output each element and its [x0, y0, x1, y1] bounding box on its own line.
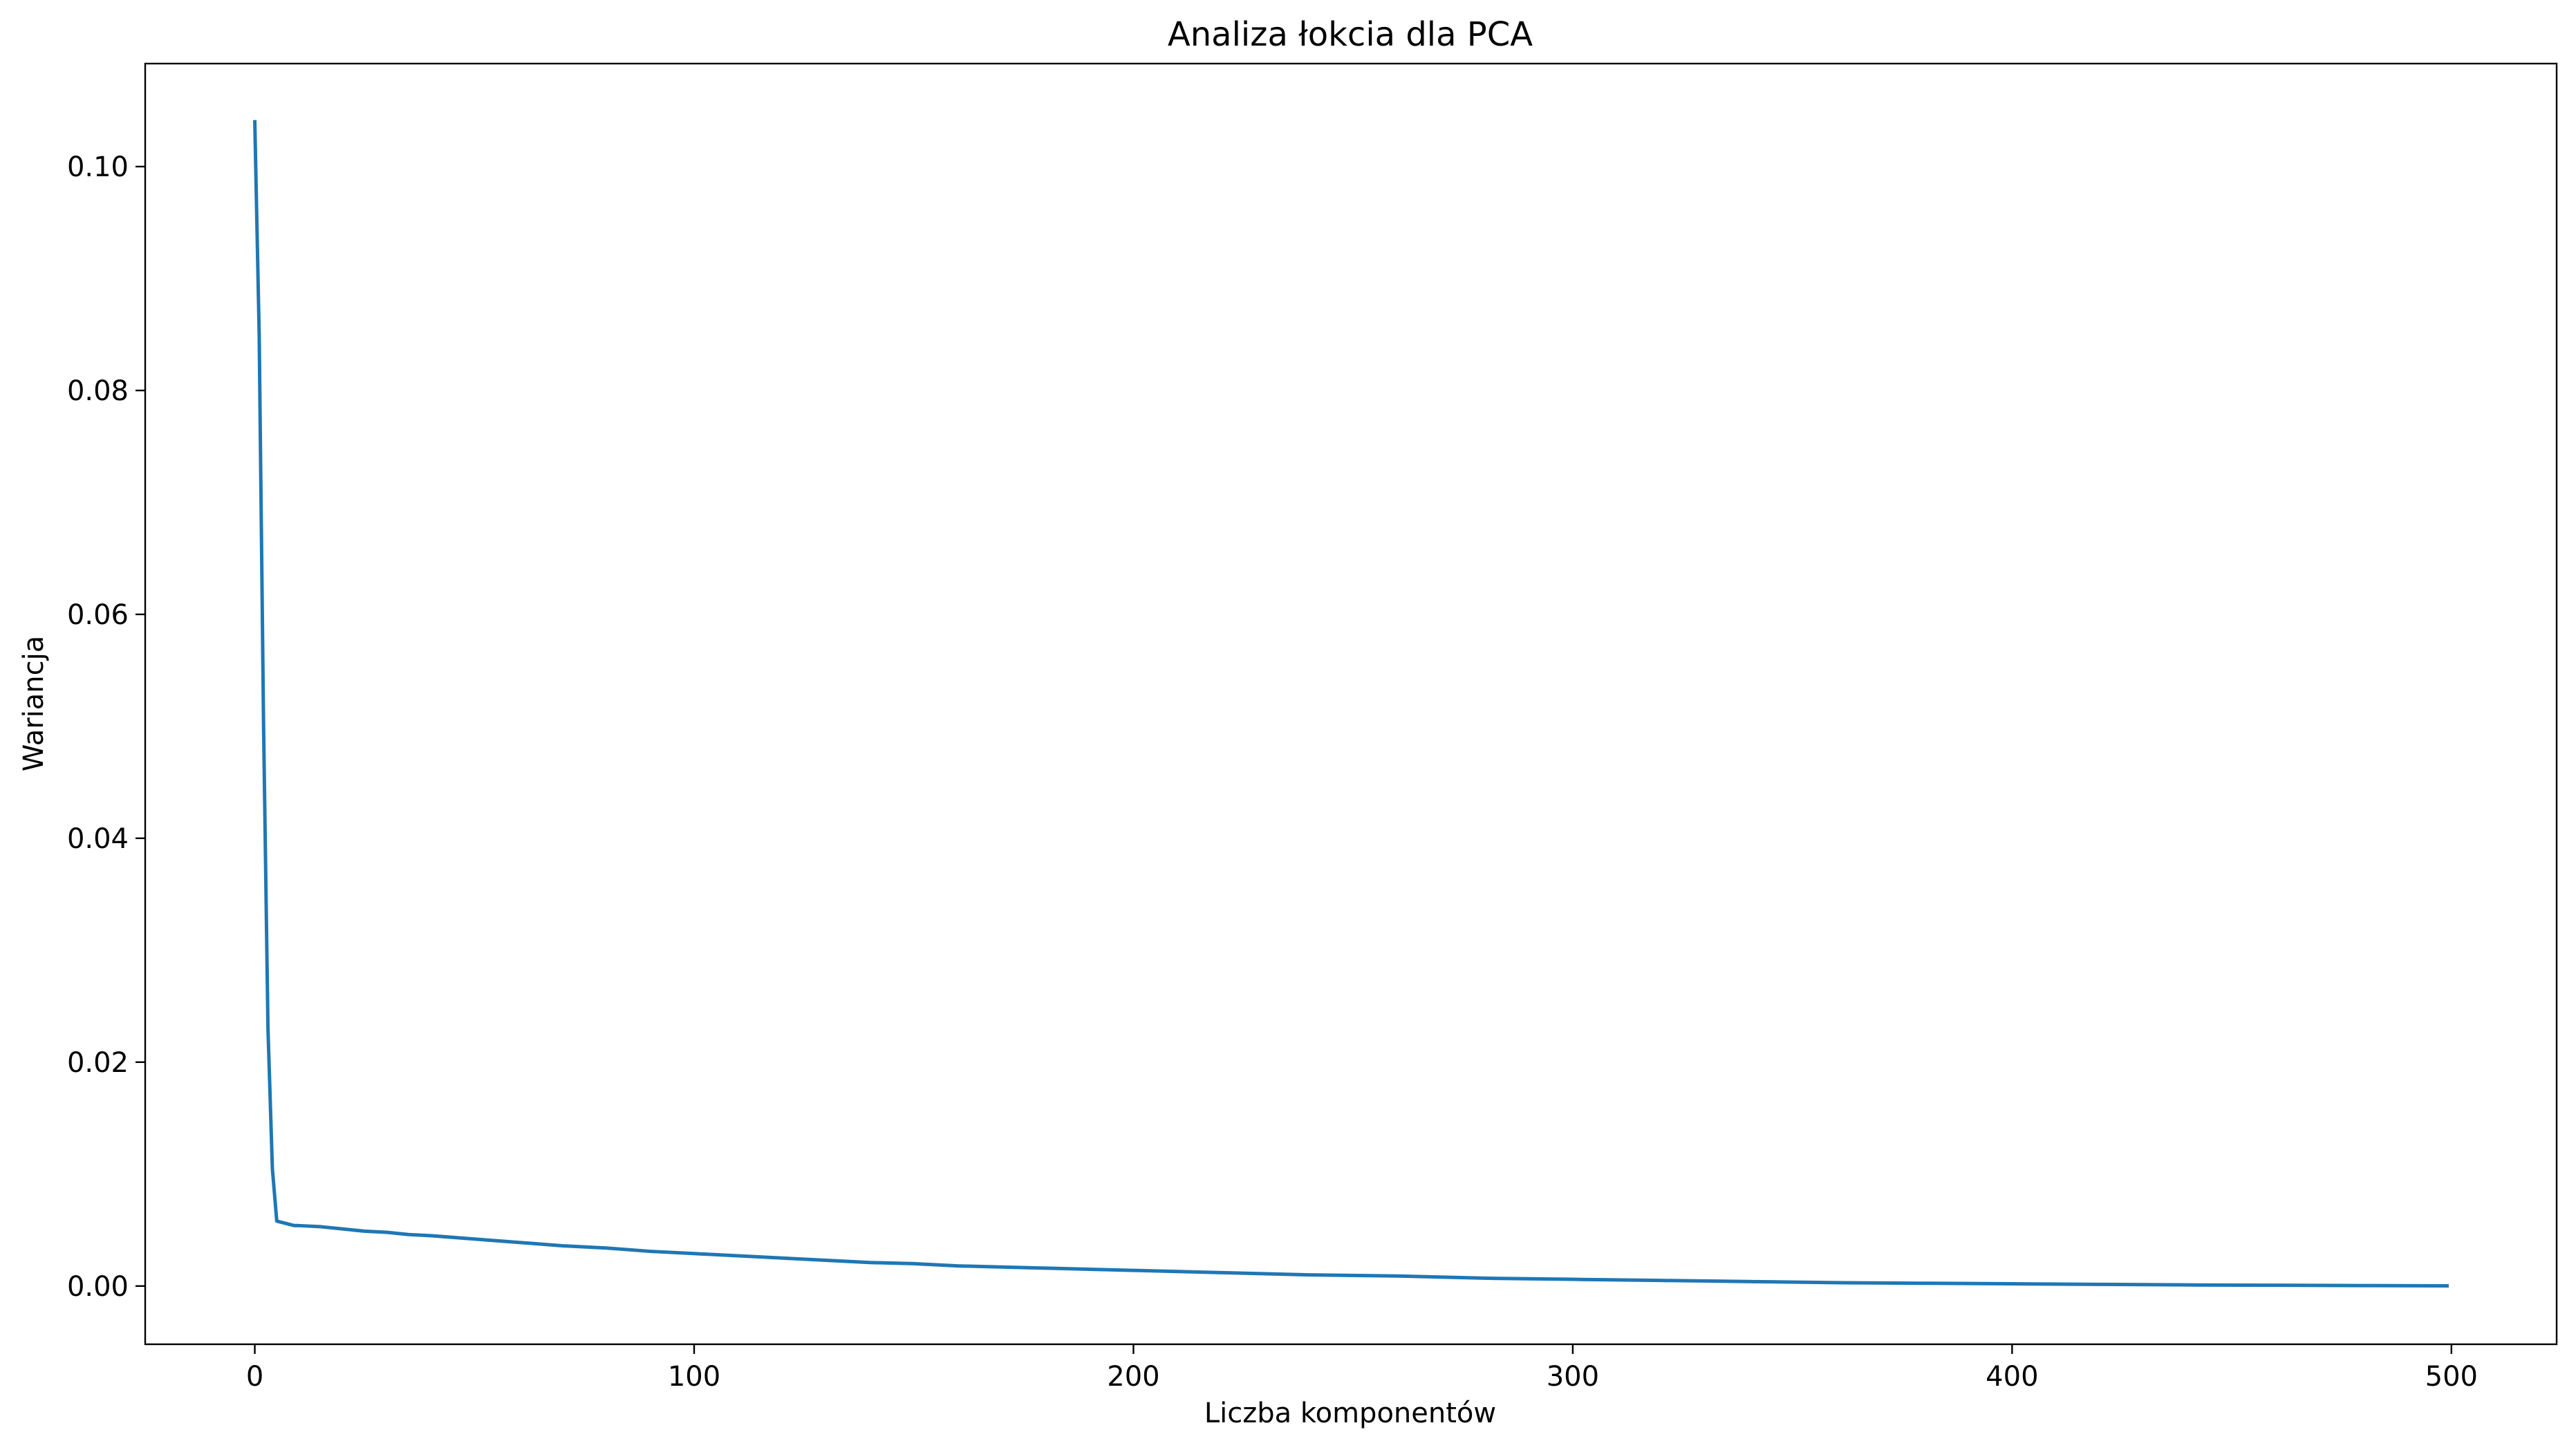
y-axis-label: Wariancja [18, 636, 50, 772]
y-tick-label: 0.08 [67, 375, 129, 407]
chart-title: Analiza łokcia dla PCA [1168, 15, 1533, 54]
x-tick-label: 0 [246, 1361, 263, 1393]
y-tick-label: 0.02 [67, 1047, 129, 1079]
axes-frame [144, 62, 2558, 1346]
x-tick-label: 100 [668, 1361, 720, 1393]
y-tick-label: 0.06 [67, 599, 129, 631]
y-tick-label: 0.04 [67, 823, 129, 855]
x-tick-label: 300 [1547, 1361, 1599, 1393]
x-tick-label: 500 [2425, 1361, 2478, 1393]
y-tick-label: 0.10 [67, 151, 129, 183]
y-axis: 0.00 0.02 0.04 0.06 0.08 0.10 [67, 151, 145, 1303]
x-axis: 0 100 200 300 400 500 [246, 1344, 2478, 1393]
x-axis-label: Liczba komponentów [1204, 1397, 1496, 1429]
series-line [252, 120, 2449, 1288]
plot-area [252, 120, 2449, 1288]
x-tick-label: 400 [1986, 1361, 2038, 1393]
x-tick-label: 200 [1107, 1361, 1159, 1393]
y-tick-label: 0.00 [67, 1271, 129, 1303]
